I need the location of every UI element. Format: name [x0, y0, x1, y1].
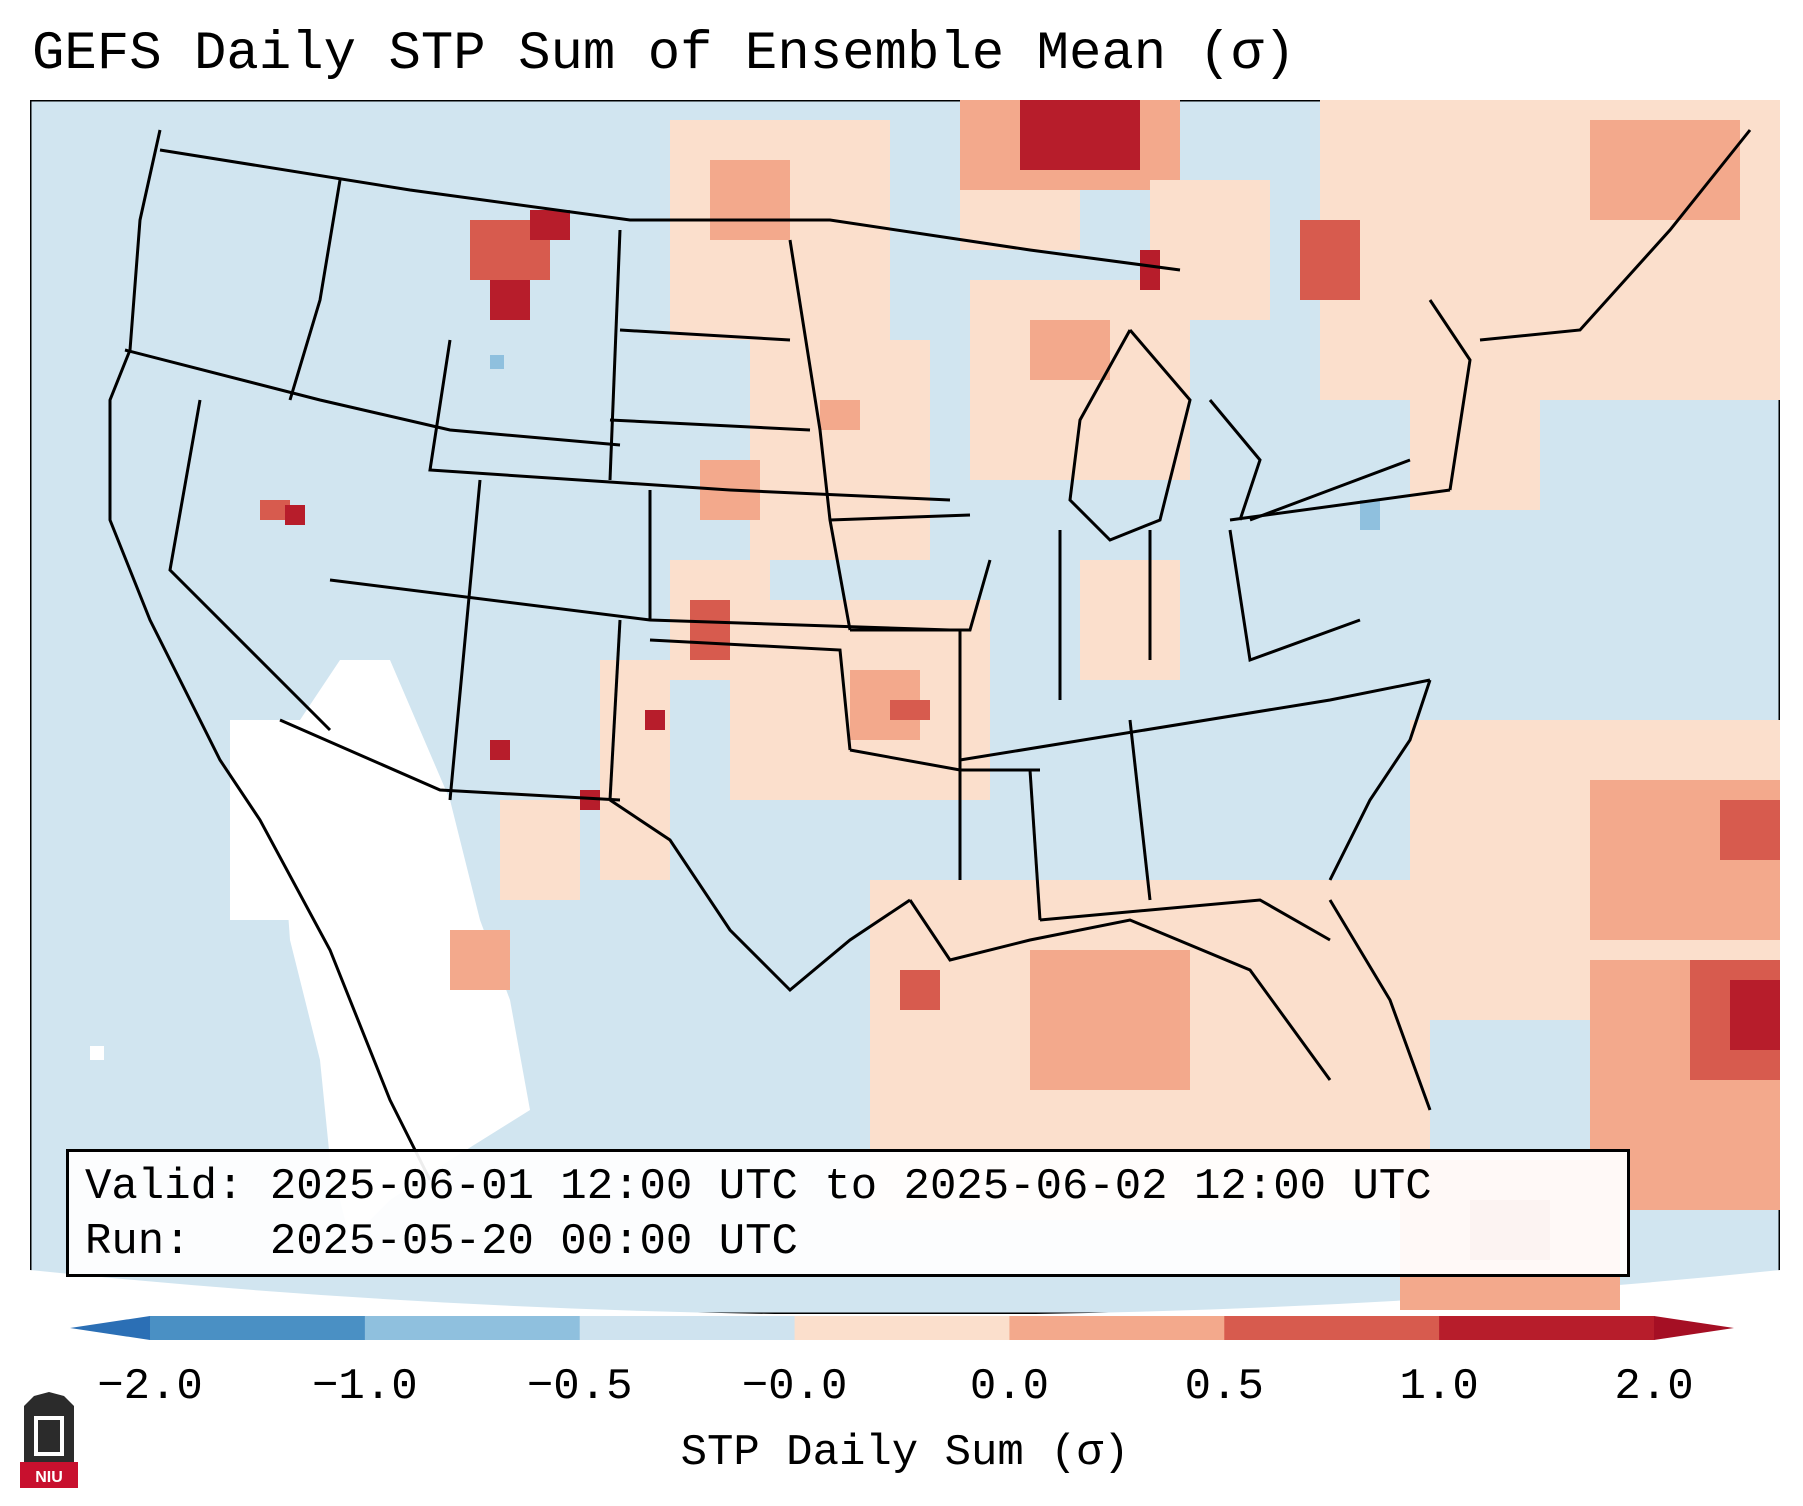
- colorbar-segment: [1009, 1316, 1225, 1340]
- colorbar-tick-label: 0.5: [1184, 1362, 1264, 1412]
- colorbar-tick-label: 0.0: [969, 1362, 1050, 1412]
- colorbar-segment: [579, 1316, 796, 1340]
- colorbar: [70, 1316, 1734, 1340]
- colorbar-title: STP Daily Sum (σ): [680, 1428, 1130, 1478]
- colorbar-extend-low: [70, 1316, 150, 1340]
- stp-map: [30, 100, 1780, 1314]
- colorbar-segments: [150, 1316, 1655, 1340]
- niu-logo: NIU: [20, 1392, 78, 1488]
- valid-label: Valid:: [85, 1162, 244, 1212]
- colorbar-segment: [150, 1316, 366, 1340]
- colorbar-extend-high: [1654, 1316, 1734, 1340]
- colorbar-tick-label: 1.0: [1399, 1362, 1479, 1412]
- colorbar-segment: [1439, 1316, 1655, 1340]
- run-value: 2025-05-20 00:00 UTC: [269, 1217, 798, 1267]
- valid-row: Valid: 2025-06-01 12:00 UTC to 2025-06-0…: [85, 1160, 1611, 1215]
- map-title: GEFS Daily STP Sum of Ensemble Mean (σ): [32, 24, 1296, 85]
- map-panel: [30, 100, 1780, 1314]
- logo-text: NIU: [35, 1469, 63, 1486]
- run-label: Run:: [85, 1217, 191, 1267]
- colorbar-tick-label: −2.0: [97, 1362, 203, 1412]
- negative-anomaly-pixel: [490, 355, 504, 369]
- valid-run-info-box: Valid: 2025-06-01 12:00 UTC to 2025-06-0…: [66, 1149, 1630, 1277]
- run-row: Run: 2025-05-20 00:00 UTC: [85, 1215, 1611, 1270]
- white-zero-region: [90, 660, 530, 1240]
- boundaries: [108, 129, 1752, 1181]
- colorbar-tick-label: −1.0: [312, 1362, 418, 1412]
- colorbar-tick-label: −0.0: [741, 1362, 848, 1412]
- colorbar-tick-label: 2.0: [1614, 1362, 1694, 1412]
- colorbar-segment: [1224, 1316, 1440, 1340]
- colorbar-segment: [364, 1316, 581, 1340]
- negative-anomaly-pixel: [1360, 500, 1380, 530]
- colorbar-segment: [794, 1316, 1010, 1340]
- colorbar-tick-label: −0.5: [526, 1362, 633, 1412]
- valid-value: 2025-06-01 12:00 UTC to 2025-06-02 12:00…: [269, 1162, 1432, 1212]
